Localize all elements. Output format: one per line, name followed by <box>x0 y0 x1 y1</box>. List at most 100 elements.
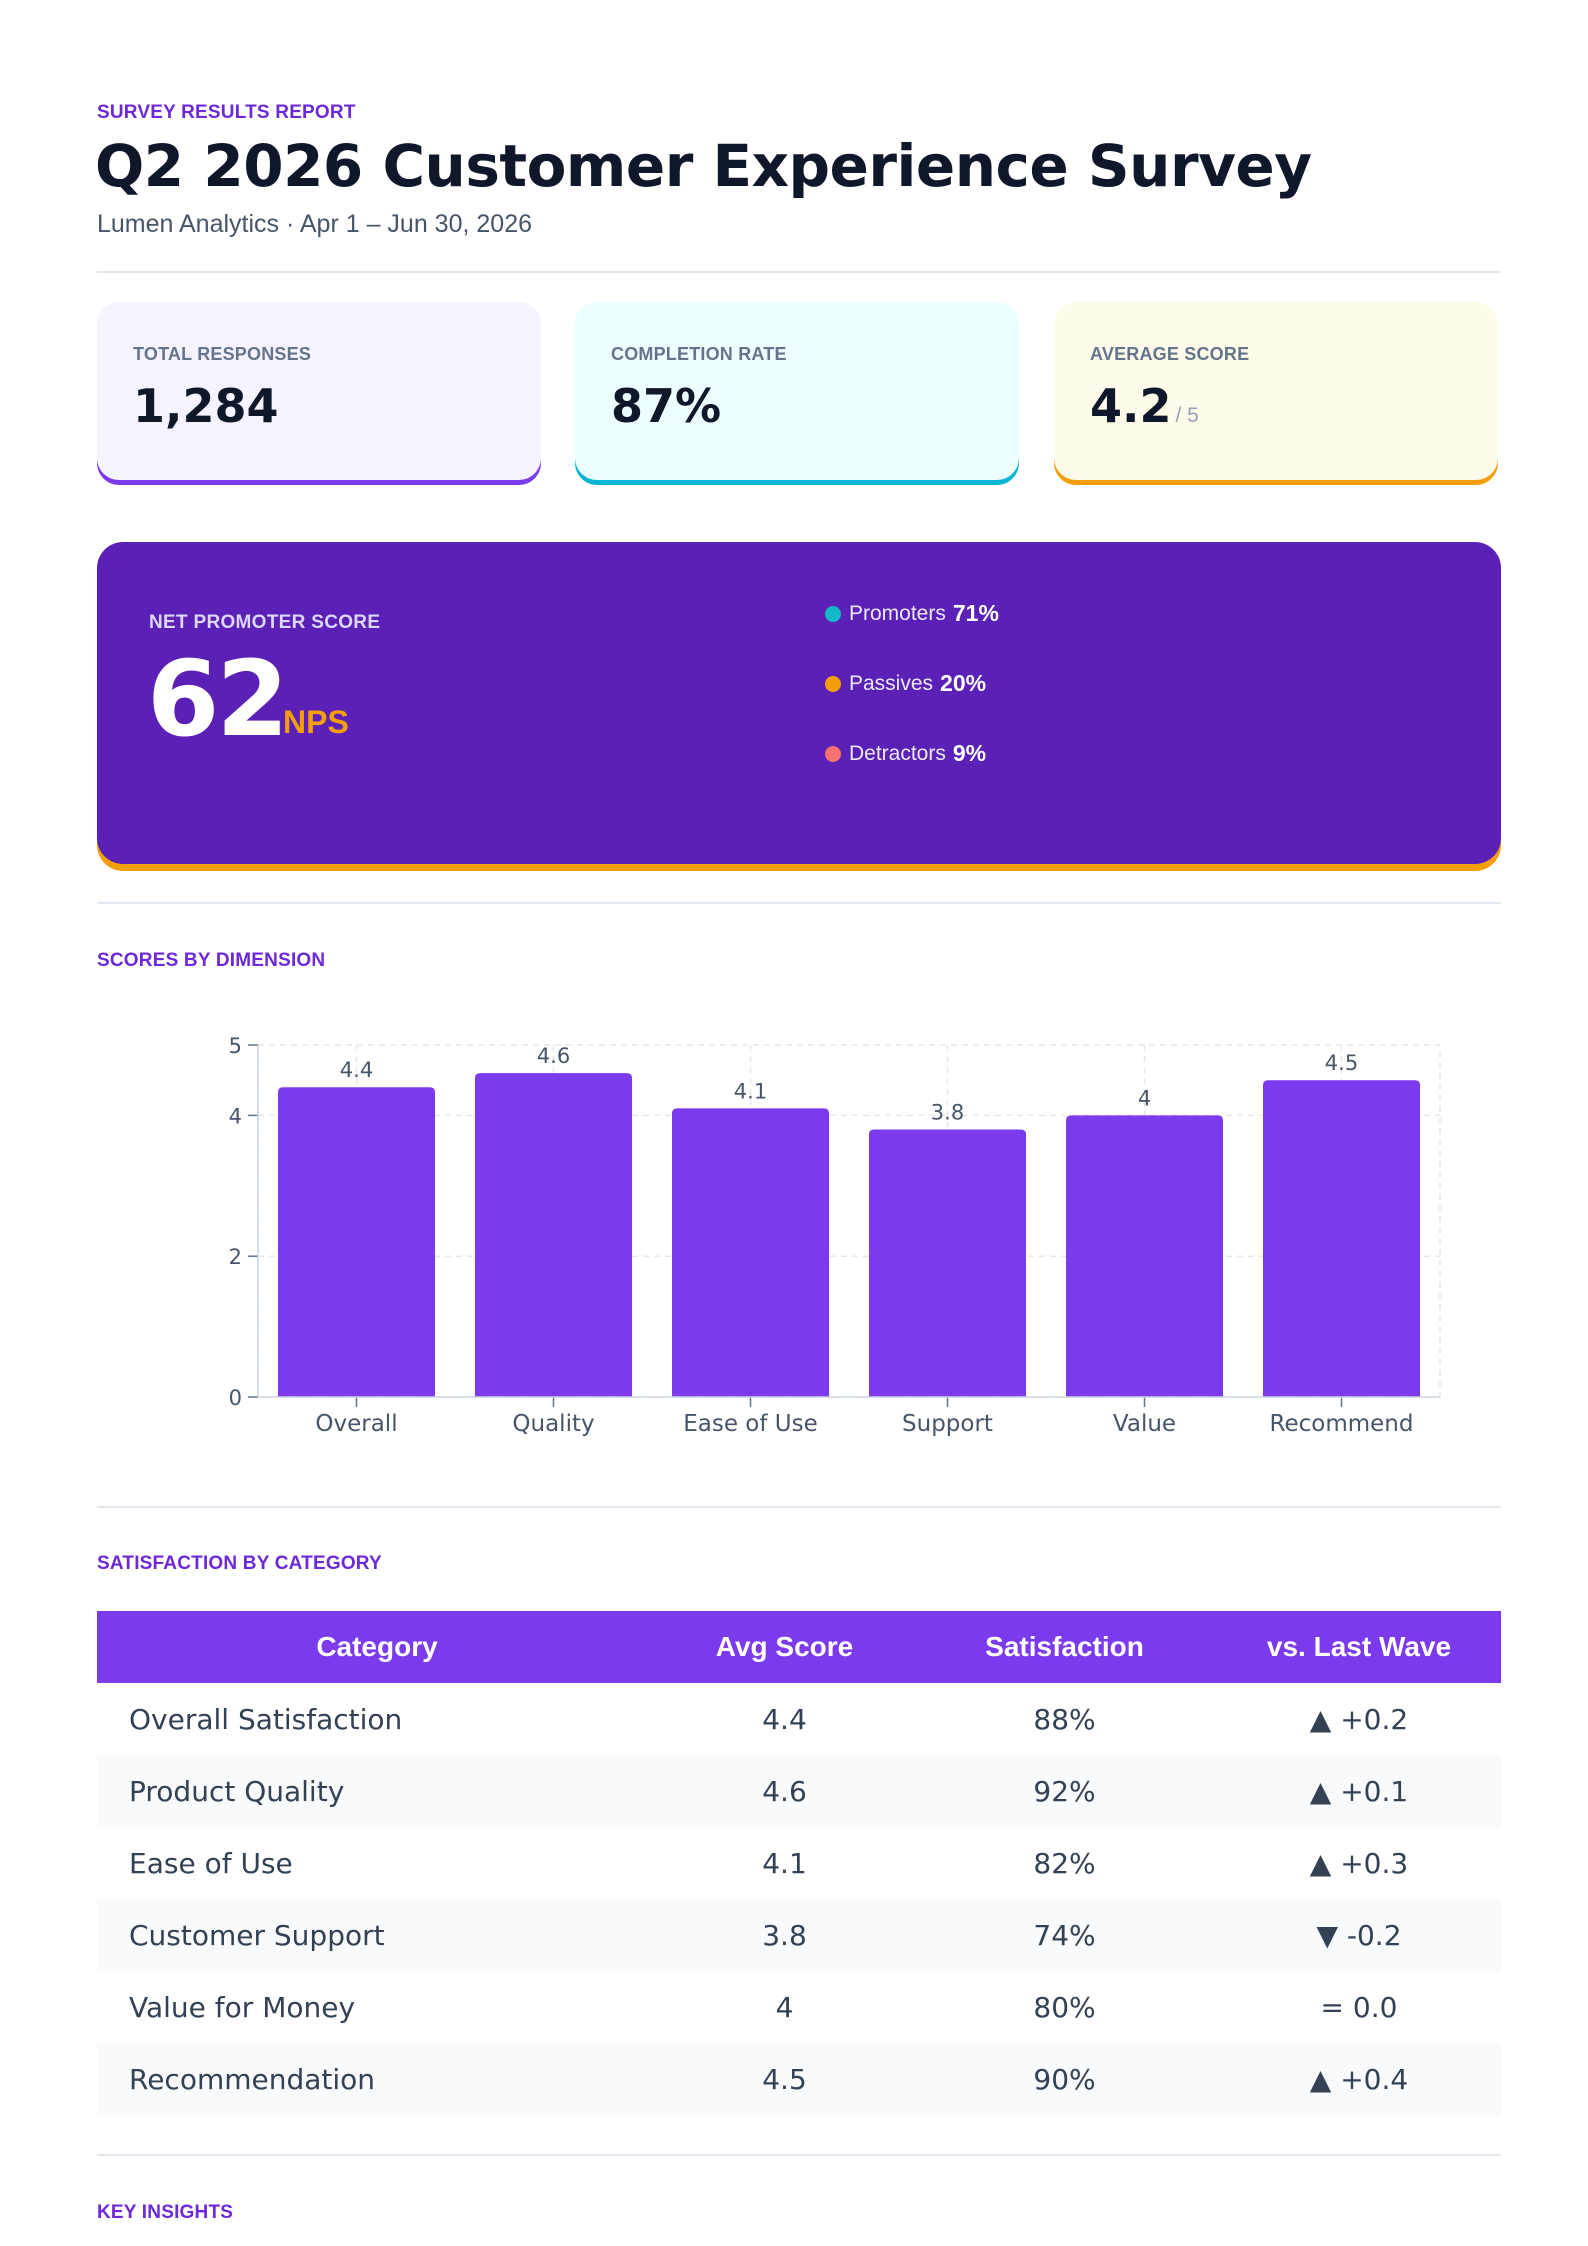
cell-category: Product Quality <box>97 1755 657 1827</box>
section-title-insights: KEY INSIGHTS <box>97 2202 234 2223</box>
table-row: Ease of Use 4.1 82% ▲ +0.3 <box>97 1827 1501 1899</box>
cell-satisfaction: 74% <box>912 1899 1217 1971</box>
legend-label: Passives <box>849 671 934 695</box>
data-label: 4.1 <box>734 1079 767 1103</box>
nps-legend-promoters: Promoters 71% <box>825 600 999 627</box>
bar-value <box>1066 1115 1223 1397</box>
table-row: Recommendation 4.5 90% ▲ +0.4 <box>97 2043 1501 2115</box>
divider <box>97 902 1501 904</box>
bar-overall <box>278 1087 435 1397</box>
table-row: Overall Satisfaction 4.4 88% ▲ +0.2 <box>97 1683 1501 1755</box>
page-title: Q2 2026 Customer Experience Survey <box>95 132 1312 200</box>
header-vs-last-wave: vs. Last Wave <box>1217 1611 1501 1683</box>
scores-bar-chart: 0 2 4 5 4.4 Overall 4.6 Quality 4.1 Ease of Use 3.… <box>229 1034 1441 1437</box>
kpi-value: 4.2/ 5 <box>1090 379 1498 433</box>
nps-legend-detractors: Detractors 9% <box>825 740 986 767</box>
cell-category: Value for Money <box>129 1990 356 2024</box>
kpi-card-total-responses: TOTAL RESPONSES 1,284 <box>97 302 541 480</box>
kpi-value: 87% <box>611 379 1019 433</box>
cell-category: Ease of Use <box>129 1846 293 1880</box>
data-label: 3.8 <box>931 1100 964 1124</box>
cell-satisfaction: 80% <box>1033 1990 1096 2024</box>
nps-unit: NPS <box>283 704 349 740</box>
section-title-scores: SCORES BY DIMENSION <box>97 950 326 971</box>
table-row: Value for Money 4 80% = 0.0 <box>97 1971 1501 2043</box>
divider <box>97 2154 1501 2156</box>
y-tick-label: 0 <box>229 1386 242 1410</box>
kpi-label: COMPLETION RATE <box>611 344 787 364</box>
satisfaction-table-wrap: Category Avg Score Satisfaction vs. Last… <box>97 1611 1501 2115</box>
data-label: 4.6 <box>537 1044 570 1068</box>
legend-label: Detractors <box>849 741 946 765</box>
header-satisfaction: Satisfaction <box>912 1611 1217 1683</box>
satisfaction-table: Category Avg Score Satisfaction vs. Last… <box>97 1611 1501 2115</box>
legend-label: Promoters <box>849 601 946 625</box>
plot-frame <box>257 1044 1441 1398</box>
cell-category: Overall Satisfaction <box>129 1702 403 1736</box>
x-tick-label: Ease of Use <box>683 1411 818 1437</box>
table-row: Product Quality 4.6 92% ▲ +0.1 <box>97 1755 1501 1827</box>
divider <box>97 271 1501 273</box>
cell-change: ▲ +0.4 <box>1217 2043 1501 2115</box>
x-tick-label: Overall <box>315 1411 397 1437</box>
header-avg-score: Avg Score <box>657 1611 912 1683</box>
nps-legend-passives: Passives 20% <box>825 670 986 697</box>
cell-satisfaction: 90% <box>912 2043 1217 2115</box>
cell-change: ▲ +0.1 <box>1217 1755 1501 1827</box>
kpi-unit: / 5 <box>1175 404 1199 427</box>
legend-pct: 20% <box>940 670 987 696</box>
kpi-label: TOTAL RESPONSES <box>133 344 312 364</box>
table-row: Customer Support 3.8 74% ▼ -0.2 <box>97 1899 1501 1971</box>
page-subtitle: Lumen Analytics · Apr 1 – Jun 30, 2026 <box>97 210 532 238</box>
cell-category: Recommendation <box>97 2043 657 2115</box>
legend-pct: 9% <box>952 740 987 766</box>
cell-avg-score: 4.1 <box>762 1846 807 1880</box>
bar-ease-of-use <box>672 1108 829 1397</box>
nps-label: NET PROMOTER SCORE <box>149 612 381 633</box>
cell-avg-score: 4.4 <box>762 1702 807 1736</box>
cell-satisfaction: 92% <box>912 1755 1217 1827</box>
report-eyebrow: SURVEY RESULTS REPORT <box>97 102 356 123</box>
kpi-number: 1,284 <box>133 379 279 433</box>
bar-recommend <box>1263 1080 1420 1397</box>
y-tick-label: 2 <box>229 1245 242 1269</box>
kpi-label: AVERAGE SCORE <box>1090 344 1250 364</box>
x-tick-label: Support <box>902 1411 993 1437</box>
kpi-number: 4.2 <box>1090 379 1172 433</box>
kpi-card-average-score: AVERAGE SCORE 4.2/ 5 <box>1054 302 1498 480</box>
section-title-satisfaction: SATISFACTION BY CATEGORY <box>97 1553 382 1574</box>
nps-value: 62 <box>147 638 289 760</box>
x-tick-label: Quality <box>512 1411 594 1437</box>
cell-change: ▲ +0.3 <box>1309 1846 1409 1880</box>
table-header-row: Category Avg Score Satisfaction vs. Last… <box>97 1611 1501 1683</box>
cell-avg-score: 3.8 <box>657 1899 912 1971</box>
nps-banner: NET PROMOTER SCORE 62 NPS Promoters 71% … <box>97 542 1501 864</box>
kpi-number: 87% <box>611 379 722 433</box>
data-label: 4.4 <box>340 1058 373 1082</box>
bar-quality <box>475 1073 632 1397</box>
y-tick-label: 4 <box>229 1104 242 1128</box>
divider <box>97 1506 1501 1508</box>
passives-dot-icon <box>825 675 841 692</box>
data-label: 4.5 <box>1325 1051 1358 1075</box>
cell-avg-score: 4 <box>775 1990 794 2024</box>
kpi-card-completion-rate: COMPLETION RATE 87% <box>575 302 1019 480</box>
x-tick-label: Value <box>1113 1411 1176 1437</box>
cell-change: ▼ -0.2 <box>1217 1899 1501 1971</box>
cell-satisfaction: 88% <box>1033 1702 1096 1736</box>
y-tick-label: 5 <box>229 1034 242 1058</box>
legend-pct: 71% <box>952 600 999 626</box>
cell-change: = 0.0 <box>1320 1990 1398 2024</box>
bar-support <box>869 1129 1026 1397</box>
cell-avg-score: 4.5 <box>657 2043 912 2115</box>
cell-satisfaction: 82% <box>1033 1846 1096 1880</box>
promoters-dot-icon <box>825 605 841 622</box>
data-label: 4 <box>1138 1086 1151 1110</box>
header-category: Category <box>97 1611 657 1683</box>
detractors-dot-icon <box>825 745 841 762</box>
kpi-value: 1,284 <box>133 379 541 433</box>
cell-category: Customer Support <box>97 1899 657 1971</box>
cell-avg-score: 4.6 <box>657 1755 912 1827</box>
x-tick-label: Recommend <box>1270 1411 1414 1437</box>
